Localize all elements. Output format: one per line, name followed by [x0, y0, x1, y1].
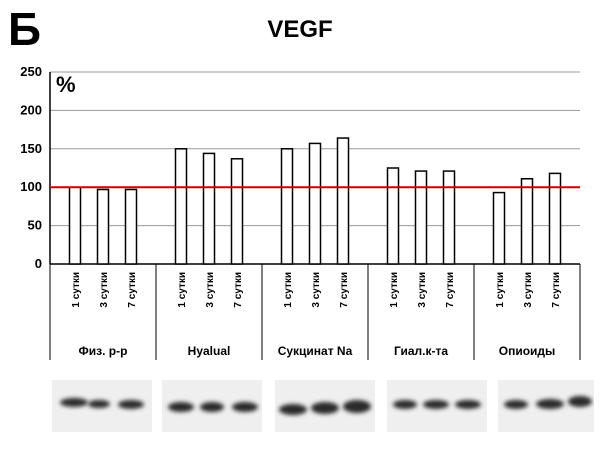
blot-band [568, 396, 592, 407]
bar [230, 158, 244, 265]
panel-label: Б [8, 3, 42, 55]
bar [492, 191, 506, 265]
blot-panel [275, 380, 375, 432]
blot-band [60, 398, 88, 407]
vegf-bar-chart: 0 50 100 150 200 250% 1 сутки 3 сутки 7 сутки Физ… [20, 64, 581, 360]
y-tick-label: 150 [20, 141, 42, 156]
blot-band [279, 404, 307, 415]
bar [202, 152, 216, 265]
blot-band [393, 400, 417, 409]
x-category-label: 1 сутки [71, 272, 82, 308]
bar [548, 172, 562, 265]
x-category-label: 1 сутки [283, 272, 294, 308]
blot-panel [52, 380, 152, 432]
blot-band [536, 399, 564, 409]
y-tick-label: 250 [20, 64, 42, 79]
bar [414, 170, 428, 265]
bar [96, 188, 110, 265]
bar [280, 148, 294, 265]
x-category-label: 1 сутки [495, 272, 506, 308]
blot-band [311, 402, 339, 414]
x-category-label: 7 сутки [127, 272, 138, 308]
y-axis-unit: % [56, 72, 76, 97]
x-category-label: 1 сутки [389, 272, 400, 308]
x-category-label: 3 сутки [523, 272, 534, 308]
group-label: Опиоиды [499, 344, 556, 358]
bar [308, 142, 322, 265]
group-label: Гиал.к-та [394, 344, 448, 358]
blot-panel [387, 380, 487, 432]
group-label: Физ. р-р [79, 344, 128, 358]
blot-band [88, 400, 110, 408]
group-label: Hyalual [188, 344, 231, 358]
chart-title: VEGF [267, 16, 333, 43]
blot-band [232, 402, 258, 412]
y-tick-label: 0 [35, 256, 42, 271]
bar [336, 137, 350, 265]
bar [174, 148, 188, 265]
x-category-label: 7 сутки [233, 272, 244, 308]
blot-band [504, 400, 528, 409]
x-category-label: 3 сутки [205, 272, 216, 308]
x-category-label: 1 сутки [177, 272, 188, 308]
blot-band [200, 402, 224, 412]
blot-band [343, 400, 371, 413]
x-category-label: 7 сутки [445, 272, 456, 308]
blot-panel [162, 380, 262, 432]
blot-band [168, 402, 194, 412]
bar [68, 186, 82, 265]
blot-band [455, 400, 481, 409]
blot-band [118, 400, 144, 409]
bar [520, 178, 534, 265]
x-category-label: 3 сутки [311, 272, 322, 308]
x-category-label: 7 сутки [339, 272, 350, 308]
blot-panel [498, 380, 594, 432]
group-label: Сукцинат Na [278, 344, 353, 358]
y-tick-label: 200 [20, 102, 42, 117]
bar [124, 188, 138, 265]
y-tick-label: 100 [20, 179, 42, 194]
x-category-label: 7 сутки [551, 272, 562, 308]
bar [442, 170, 456, 265]
x-category-label: 3 сутки [417, 272, 428, 308]
x-category-label: 3 сутки [99, 272, 110, 308]
blot-band [423, 400, 449, 409]
bar [386, 167, 400, 265]
y-tick-label: 50 [28, 218, 42, 233]
